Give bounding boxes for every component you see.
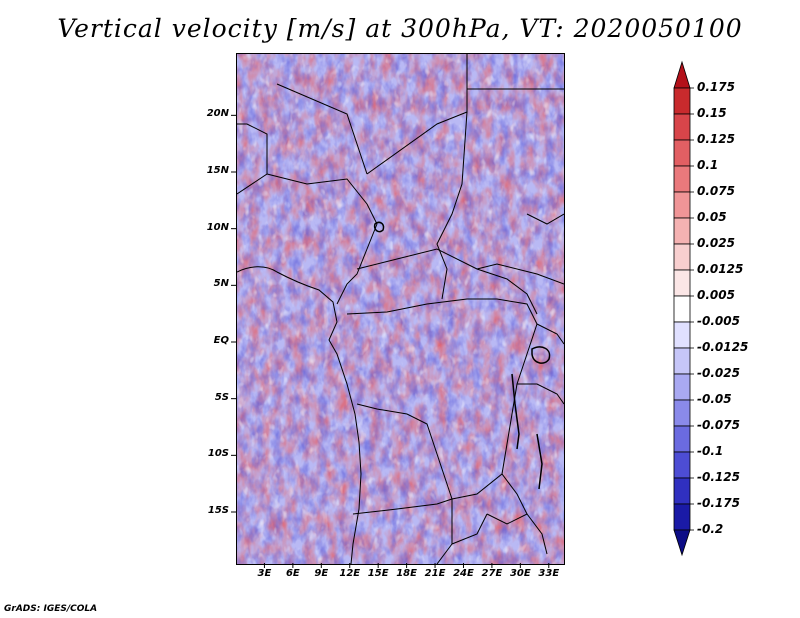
colorbar-tick-label: 0.075: [697, 184, 735, 198]
border-libya-chad: [366, 54, 468, 175]
border-algeria-niger: [276, 83, 368, 175]
border-botswana: [451, 513, 488, 545]
coastline-west-africa: [237, 266, 362, 564]
colorbar-bottom-arrow: [673, 529, 691, 557]
lon-tick-label: 24E: [453, 568, 474, 579]
lat-tick-label: 5N: [213, 278, 229, 290]
lon-tick-label: 27E: [481, 568, 503, 579]
colorbar-tick-label: 0.15: [697, 106, 727, 120]
border-angola: [356, 403, 453, 500]
colorbar-segment: [673, 373, 691, 401]
colorbar-tick-label: -0.1: [697, 444, 724, 458]
colorbar-tick-label: -0.175: [697, 496, 740, 510]
border-nigeria-cameroon: [336, 223, 378, 305]
colorbar-segment: [673, 477, 691, 505]
colorbar-top-arrow: [673, 60, 691, 89]
lat-tick-label: 5S: [214, 391, 229, 403]
colorbar-segment: [673, 243, 691, 271]
lon-tick-label: 15E: [367, 568, 389, 579]
colorbar-tick-label: 0.1: [697, 158, 719, 172]
lake-tanganyika: [511, 373, 520, 450]
colorbar-segment: [673, 503, 691, 531]
lake-victoria: [531, 346, 551, 364]
colorbar-segment: [673, 269, 691, 297]
lon-tick-label: 21E: [424, 568, 446, 579]
lon-tick-label: 33E: [538, 568, 560, 579]
chart-title: Vertical velocity [m/s] at 300hPa, VT: 2…: [57, 14, 743, 43]
lat-tick-label: 10S: [207, 448, 229, 460]
lon-tick-label: 30E: [509, 568, 531, 579]
colorbar-segment: [673, 191, 691, 219]
lon-tick-label: 9E: [314, 568, 329, 579]
colorbar-tick-label: 0.125: [697, 132, 735, 146]
country-borders: [237, 54, 564, 564]
colorbar-tick-label: -0.005: [697, 314, 740, 328]
border-south-sudan: [476, 263, 564, 285]
colorbar-segment: [673, 87, 691, 115]
border-zambia: [451, 473, 528, 515]
software-credit: GrADS: IGES/COLA: [4, 604, 98, 614]
colorbar-segment: [673, 399, 691, 427]
border-west-sahel: [237, 123, 268, 195]
lat-tick-label: 20N: [206, 108, 229, 120]
colorbar-tick-label: -0.05: [697, 392, 732, 406]
map-panel: [236, 53, 565, 565]
colorbar-segment: [673, 165, 691, 193]
colorbar-segment: [673, 425, 691, 453]
lon-tick-label: 6E: [285, 568, 300, 579]
border-niger-nigeria: [266, 173, 378, 225]
colorbar-tick-label: 0.0125: [697, 262, 744, 276]
colorbar-tick-label: -0.0125: [697, 340, 749, 354]
colorbar-segment: [673, 217, 691, 245]
velocity-field-map: [237, 54, 564, 564]
lat-tick-label: 15N: [206, 165, 229, 176]
lon-tick-label: 3E: [257, 568, 272, 579]
border-drc-north: [346, 298, 538, 325]
colorbar-tick-label: 0.005: [697, 288, 735, 302]
colorbar-tick-label: -0.075: [697, 418, 740, 432]
border-chad-sudan: [436, 111, 468, 300]
border-horn: [526, 213, 564, 225]
colorbar-segment: [673, 347, 691, 375]
colorbar-segment: [673, 113, 691, 141]
colorbar-tick-label: 0.025: [697, 236, 735, 250]
lat-tick-label: 10N: [206, 221, 229, 233]
colorbar-segment: [673, 295, 691, 323]
colorbar-segment: [673, 451, 691, 479]
lat-tick-label: 15S: [207, 505, 229, 516]
colorbar-tick-label: -0.125: [697, 470, 740, 484]
lon-tick-label: 18E: [396, 568, 417, 579]
lon-tick-label: 12E: [339, 568, 361, 579]
colorbar-tick-label: 0.175: [697, 80, 735, 94]
lakes: [373, 221, 551, 490]
border-kenya: [536, 323, 564, 345]
colorbar-tick-label: -0.025: [697, 366, 740, 380]
border-zimbabwe: [486, 513, 548, 555]
colorbar-tick-label: 0.05: [697, 210, 727, 224]
border-tanzania: [517, 383, 564, 405]
lake-chad: [373, 221, 385, 233]
border-namibia: [352, 498, 453, 564]
colorbar-segment: [673, 321, 691, 349]
lat-tick-label: EQ: [213, 335, 229, 346]
lake-malawi: [536, 433, 543, 490]
colorbar-tick-label: -0.2: [697, 522, 724, 536]
colorbar-segment: [673, 139, 691, 167]
